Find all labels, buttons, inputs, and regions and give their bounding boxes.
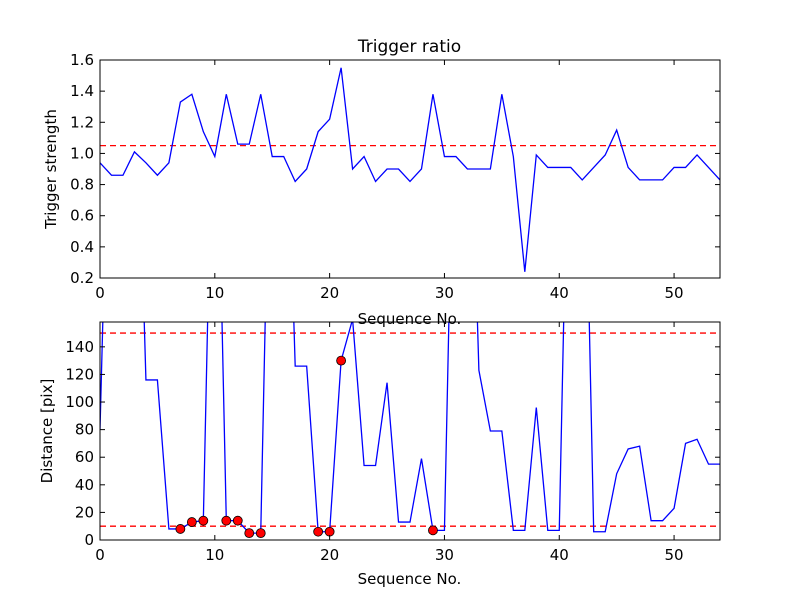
y-tick-label: 80 xyxy=(75,421,94,439)
bottom-threshold-layer xyxy=(100,332,720,527)
top-ytick-layer: 0.2 0.4 0.6 0.8 1.0 1.2 1.4 1.6 xyxy=(70,51,720,287)
x-tick-label: 0 xyxy=(95,546,105,564)
top-chart-xlabel: Sequence No. xyxy=(358,310,462,328)
y-tick-label: 1.6 xyxy=(70,51,94,69)
data-marker xyxy=(428,525,438,536)
bottom-chart-ylabel: Distance [pix] xyxy=(38,379,56,484)
y-tick-label: 0.8 xyxy=(70,176,94,194)
x-tick-label: 30 xyxy=(435,284,454,302)
data-marker xyxy=(175,524,186,534)
y-tick-label: 140 xyxy=(65,338,94,356)
y-tick-label: 0.4 xyxy=(70,238,94,256)
data-marker xyxy=(198,515,209,526)
y-tick-label: 0.6 xyxy=(70,207,94,225)
top-chart-title: Trigger ratio xyxy=(357,37,461,57)
top-series-line xyxy=(100,67,720,272)
y-tick-label: 60 xyxy=(75,448,94,466)
bottom-ytick-layer: 0 20 40 60 80 100 120 140 xyxy=(65,338,720,549)
y-tick-label: 40 xyxy=(75,476,94,494)
y-tick-label: 1.4 xyxy=(70,82,94,100)
y-tick-label: 1.2 xyxy=(70,113,94,131)
data-marker xyxy=(255,528,266,539)
data-marker xyxy=(313,526,324,537)
top-xtick-layer: 0 10 20 30 40 50 xyxy=(95,60,684,302)
x-tick-label: 10 xyxy=(205,284,224,302)
y-tick-label: 100 xyxy=(65,393,94,411)
x-tick-label: 0 xyxy=(95,284,105,302)
distance-panel: Distance [pix] Sequence No. 0 10 20 30 40 50 … xyxy=(38,321,721,588)
x-tick-label: 10 xyxy=(205,546,224,564)
x-tick-label: 50 xyxy=(665,284,684,302)
top-series-layer xyxy=(100,67,720,272)
bottom-plot-frame xyxy=(99,321,721,541)
bottom-marker-layer xyxy=(175,355,438,539)
x-tick-label: 40 xyxy=(550,546,569,564)
bottom-chart-xlabel: Sequence No. xyxy=(358,570,462,588)
x-tick-label: 30 xyxy=(435,546,454,564)
top-chart-ylabel: Trigger strength xyxy=(42,109,60,230)
x-tick-label: 20 xyxy=(320,284,339,302)
x-tick-label: 20 xyxy=(320,546,339,564)
data-marker xyxy=(186,517,197,527)
bottom-xtick-layer: 0 10 20 30 40 50 xyxy=(95,322,684,564)
y-tick-label: 120 xyxy=(65,365,94,383)
data-marker xyxy=(336,355,347,366)
y-tick-label: 1.0 xyxy=(70,144,94,162)
y-tick-label: 20 xyxy=(75,503,94,521)
x-tick-label: 50 xyxy=(665,546,684,564)
data-marker xyxy=(324,526,335,537)
x-tick-label: 40 xyxy=(550,284,569,302)
trigger-ratio-panel: Trigger ratio Trigger strength Sequence … xyxy=(42,37,721,328)
y-tick-label: 0 xyxy=(84,531,94,549)
y-tick-label: 0.2 xyxy=(70,269,94,287)
data-marker xyxy=(221,515,232,526)
top-plot-frame xyxy=(99,59,721,279)
data-marker xyxy=(232,515,243,526)
data-marker xyxy=(244,528,255,539)
